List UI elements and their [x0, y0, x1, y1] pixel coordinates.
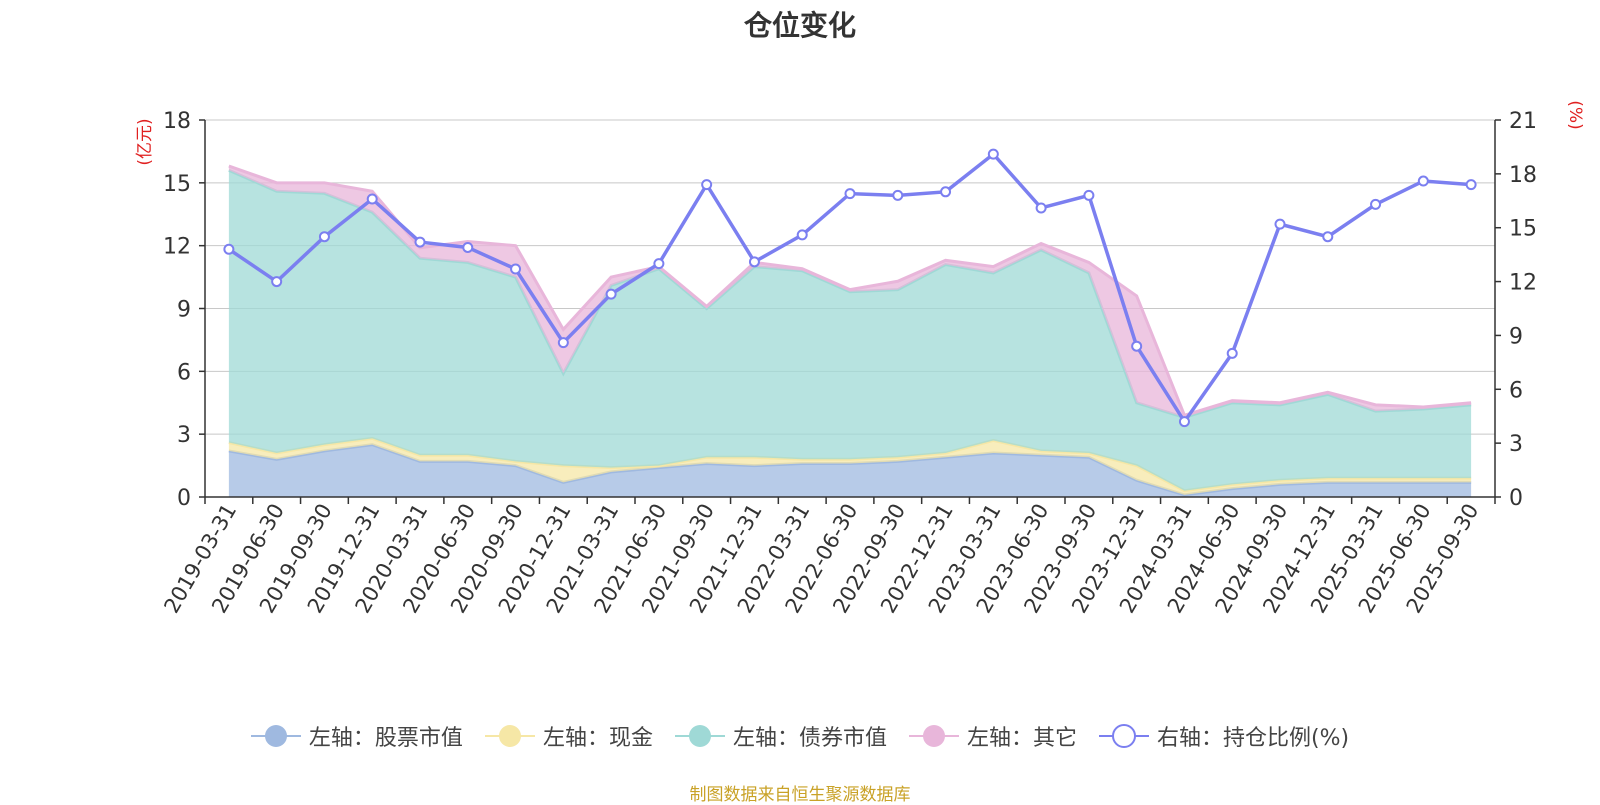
area-edge-左轴：其它: [228, 164, 1472, 418]
ratio-point: [605, 288, 617, 300]
legend-marker-icon: [674, 725, 725, 747]
ratio-point: [557, 337, 569, 349]
ratio-point: [271, 276, 283, 288]
right-tick-label: 0: [1509, 486, 1523, 511]
left-tick-label: 12: [163, 235, 191, 260]
legend-marker-icon: [250, 725, 301, 747]
ratio-point: [701, 179, 713, 191]
area-左轴：股票市值: [228, 444, 1472, 497]
right-tick-label: 15: [1509, 217, 1537, 242]
ratio-point: [796, 229, 808, 241]
ratio-point: [1131, 340, 1143, 352]
ratio-point: [1035, 202, 1047, 214]
right-tick-label: 21: [1509, 109, 1537, 134]
legend-item[interactable]: 左轴：现金: [484, 720, 653, 752]
legend-item[interactable]: 左轴：股票市值: [250, 720, 463, 752]
right-tick-label: 18: [1509, 163, 1537, 188]
ratio-point: [1178, 416, 1190, 428]
ratio-point: [1083, 189, 1095, 201]
legend-item[interactable]: 左轴：其它: [908, 720, 1077, 752]
ratio-point: [366, 193, 378, 205]
ratio-point: [1274, 218, 1286, 230]
legend-item[interactable]: 右轴：持仓比例(%): [1098, 720, 1350, 752]
legend-item[interactable]: 左轴：债券市值: [674, 720, 887, 752]
area-左轴：其它: [228, 166, 1472, 418]
source-note: 制图数据来自恒生聚源数据库: [689, 785, 911, 805]
stacked-areas: [228, 164, 1472, 497]
right-tick-label: 9: [1509, 324, 1523, 349]
left-tick-label: 3: [177, 423, 191, 448]
left-tick-label: 0: [177, 486, 191, 511]
ratio-point: [653, 258, 665, 270]
ratio-point: [940, 186, 952, 198]
ratio-point: [1465, 179, 1477, 191]
right-tick-label: 3: [1509, 432, 1523, 457]
ratio-point: [462, 241, 474, 253]
left-tick-label: 15: [163, 172, 191, 197]
ratio-point: [748, 256, 760, 268]
legend: 左轴：股票市值 左轴：现金 左轴：债券市值 左轴：其它 右轴：持仓比例(%): [0, 720, 1600, 752]
right-tick-label: 12: [1509, 271, 1537, 296]
ratio-point: [1370, 198, 1382, 210]
legend-label: 右轴：持仓比例(%): [1156, 726, 1350, 751]
ratio-point: [223, 243, 235, 255]
left-tick-label: 9: [177, 298, 191, 323]
ratio-point: [987, 148, 999, 160]
chart-title: 仓位变化: [743, 9, 856, 42]
left-axis-unit: (亿元): [135, 118, 155, 165]
legend-label: 左轴：债券市值: [732, 726, 887, 751]
ratio-point: [1322, 231, 1334, 243]
left-tick-label: 6: [177, 360, 191, 385]
ratio-point: [892, 189, 904, 201]
area-左轴：现金: [228, 438, 1472, 495]
ratio-point: [1417, 175, 1429, 187]
area-左轴：债券市值: [228, 170, 1472, 491]
ratio-line: [223, 148, 1477, 428]
legend-label: 左轴：现金: [542, 726, 653, 751]
ratio-point: [414, 236, 426, 248]
ratio-point: [1226, 347, 1238, 359]
right-tick-label: 6: [1509, 378, 1523, 403]
legend-marker-icon: [484, 725, 535, 747]
legend-marker-icon: [1098, 724, 1149, 748]
ratio-point: [510, 263, 522, 275]
legend-marker-icon: [908, 725, 959, 747]
legend-label: 左轴：其它: [966, 726, 1077, 751]
ratio-point: [844, 188, 856, 200]
left-tick-label: 18: [163, 109, 191, 134]
legend-label: 左轴：股票市值: [308, 726, 463, 751]
ratio-point: [318, 231, 330, 243]
right-axis-unit: (%): [1565, 100, 1585, 129]
